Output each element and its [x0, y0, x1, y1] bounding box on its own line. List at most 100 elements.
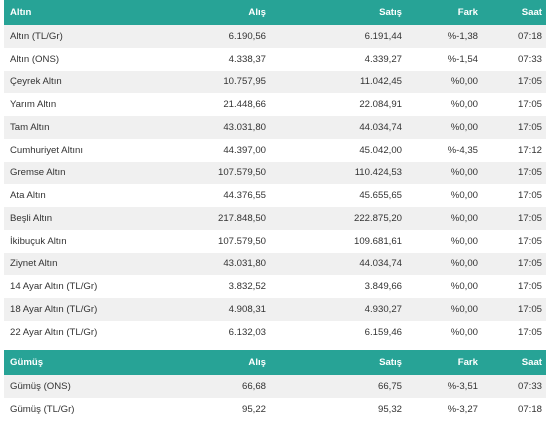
cell-change: %0,00 — [402, 207, 478, 230]
cell-time: 17:05 — [478, 93, 546, 116]
gold-price-table: Altın Alış Satış Fark Saat Altın (TL/Gr)… — [4, 0, 546, 344]
cell-buy: 107.579,50 — [154, 161, 266, 185]
col-header-sell[interactable]: Satış — [266, 350, 402, 375]
cell-buy: 4.338,37 — [154, 47, 266, 71]
cell-time: 17:05 — [478, 275, 546, 298]
cell-name: Gümüş (TL/Gr) — [4, 397, 154, 421]
cell-change: %-3,27 — [402, 397, 478, 421]
table-row[interactable]: Gümüş (ONS) 66,68 66,75 %-3,51 07:33 — [4, 375, 546, 398]
cell-change: %-3,51 — [402, 375, 478, 398]
table-row[interactable]: 22 Ayar Altın (TL/Gr) 6.132,03 6.159,46 %0,… — [4, 320, 546, 344]
cell-sell: 6.191,44 — [266, 25, 402, 48]
col-header-name[interactable]: Altın — [4, 0, 154, 25]
cell-time: 17:05 — [478, 298, 546, 321]
cell-change: %0,00 — [402, 298, 478, 321]
cell-change: %0,00 — [402, 275, 478, 298]
cell-change: %-1,54 — [402, 47, 478, 71]
cell-name: Altın (TL/Gr) — [4, 25, 154, 48]
cell-name: 14 Ayar Altın (TL/Gr) — [4, 275, 154, 298]
table-row[interactable]: Cumhuriyet Altını 44.397,00 45.042,00 %-4,3… — [4, 138, 546, 162]
cell-time: 07:33 — [478, 47, 546, 71]
cell-change: %0,00 — [402, 252, 478, 276]
cell-buy: 21.448,66 — [154, 93, 266, 116]
cell-time: 17:05 — [478, 70, 546, 94]
cell-change: %0,00 — [402, 93, 478, 116]
cell-name: 22 Ayar Altın (TL/Gr) — [4, 320, 154, 344]
cell-time: 17:12 — [478, 138, 546, 162]
cell-sell: 3.849,66 — [266, 275, 402, 298]
col-header-time[interactable]: Saat — [478, 0, 546, 25]
cell-time: 17:05 — [478, 161, 546, 185]
table-row[interactable]: Gremse Altın 107.579,50 110.424,53 %0,00 17:… — [4, 161, 546, 185]
cell-name: Gümüş (ONS) — [4, 375, 154, 398]
col-header-buy[interactable]: Alış — [154, 0, 266, 25]
cell-sell: 109.681,61 — [266, 229, 402, 253]
cell-buy: 10.757,95 — [154, 70, 266, 94]
cell-name: Yarım Altın — [4, 93, 154, 116]
cell-sell: 66,75 — [266, 375, 402, 398]
cell-time: 07:18 — [478, 397, 546, 421]
cell-buy: 6.132,03 — [154, 320, 266, 344]
cell-sell: 44.034,74 — [266, 116, 402, 139]
cell-buy: 217.848,50 — [154, 207, 266, 230]
table-row[interactable]: 18 Ayar Altın (TL/Gr) 4.908,31 4.930,27 %0,… — [4, 298, 546, 321]
cell-change: %0,00 — [402, 229, 478, 253]
table-row[interactable]: Altın (TL/Gr) 6.190,56 6.191,44 %-1,38 07:18 — [4, 25, 546, 48]
table-row[interactable]: Çeyrek Altın 10.757,95 11.042,45 %0,00 17:05 — [4, 70, 546, 94]
gold-table-body: Altın (TL/Gr) 6.190,56 6.191,44 %-1,38 07:18… — [4, 25, 546, 344]
silver-table-body: Gümüş (ONS) 66,68 66,75 %-3,51 07:33 Gümüş (T… — [4, 375, 546, 421]
cell-change: %-1,38 — [402, 25, 478, 48]
table-row[interactable]: Ata Altın 44.376,55 45.655,65 %0,00 17:05 — [4, 184, 546, 207]
gold-header-row: Altın Alış Satış Fark Saat — [4, 0, 546, 25]
col-header-time[interactable]: Saat — [478, 350, 546, 375]
table-row[interactable]: 14 Ayar Altın (TL/Gr) 3.832,52 3.849,66 %0,… — [4, 275, 546, 298]
cell-time: 07:18 — [478, 25, 546, 48]
cell-buy: 44.397,00 — [154, 138, 266, 162]
cell-name: Cumhuriyet Altını — [4, 138, 154, 162]
silver-header-row: Gümüş Alış Satış Fark Saat — [4, 350, 546, 375]
cell-time: 17:05 — [478, 252, 546, 276]
table-row[interactable]: Tam Altın 43.031,80 44.034,74 %0,00 17:05 — [4, 116, 546, 139]
cell-buy: 4.908,31 — [154, 298, 266, 321]
cell-sell: 4.339,27 — [266, 47, 402, 71]
cell-change: %0,00 — [402, 161, 478, 185]
table-row[interactable]: Beşli Altın 217.848,50 222.875,20 %0,00 17:0… — [4, 207, 546, 230]
cell-change: %0,00 — [402, 184, 478, 207]
table-row[interactable]: Ziynet Altın 43.031,80 44.034,74 %0,00 17:05 — [4, 252, 546, 276]
cell-name: Ata Altın — [4, 184, 154, 207]
cell-buy: 66,68 — [154, 375, 266, 398]
cell-name: Altın (ONS) — [4, 47, 154, 71]
cell-sell: 45.042,00 — [266, 138, 402, 162]
cell-sell: 95,32 — [266, 397, 402, 421]
cell-change: %0,00 — [402, 70, 478, 94]
cell-time: 17:05 — [478, 207, 546, 230]
cell-sell: 44.034,74 — [266, 252, 402, 276]
table-row[interactable]: Gümüş (TL/Gr) 95,22 95,32 %-3,27 07:18 — [4, 397, 546, 421]
cell-time: 17:05 — [478, 229, 546, 253]
cell-time: 07:33 — [478, 375, 546, 398]
table-row[interactable]: İkibuçuk Altın 107.579,50 109.681,61 %0,00 1… — [4, 229, 546, 253]
cell-name: Tam Altın — [4, 116, 154, 139]
col-header-sell[interactable]: Satış — [266, 0, 402, 25]
cell-name: Ziynet Altın — [4, 252, 154, 276]
cell-change: %0,00 — [402, 320, 478, 344]
cell-buy: 3.832,52 — [154, 275, 266, 298]
cell-sell: 4.930,27 — [266, 298, 402, 321]
silver-price-table: Gümüş Alış Satış Fark Saat Gümüş (ONS) 66… — [4, 350, 546, 421]
cell-sell: 6.159,46 — [266, 320, 402, 344]
cell-change: %-4,35 — [402, 138, 478, 162]
cell-time: 17:05 — [478, 184, 546, 207]
cell-time: 17:05 — [478, 320, 546, 344]
cell-buy: 107.579,50 — [154, 229, 266, 253]
cell-sell: 110.424,53 — [266, 161, 402, 185]
cell-name: İkibuçuk Altın — [4, 229, 154, 253]
table-row[interactable]: Altın (ONS) 4.338,37 4.339,27 %-1,54 07:33 — [4, 47, 546, 71]
cell-buy: 44.376,55 — [154, 184, 266, 207]
col-header-change[interactable]: Fark — [402, 0, 478, 25]
col-header-change[interactable]: Fark — [402, 350, 478, 375]
table-row[interactable]: Yarım Altın 21.448,66 22.084,91 %0,00 17:05 — [4, 93, 546, 116]
cell-buy: 43.031,80 — [154, 116, 266, 139]
col-header-name[interactable]: Gümüş — [4, 350, 154, 375]
cell-buy: 6.190,56 — [154, 25, 266, 48]
col-header-buy[interactable]: Alış — [154, 350, 266, 375]
